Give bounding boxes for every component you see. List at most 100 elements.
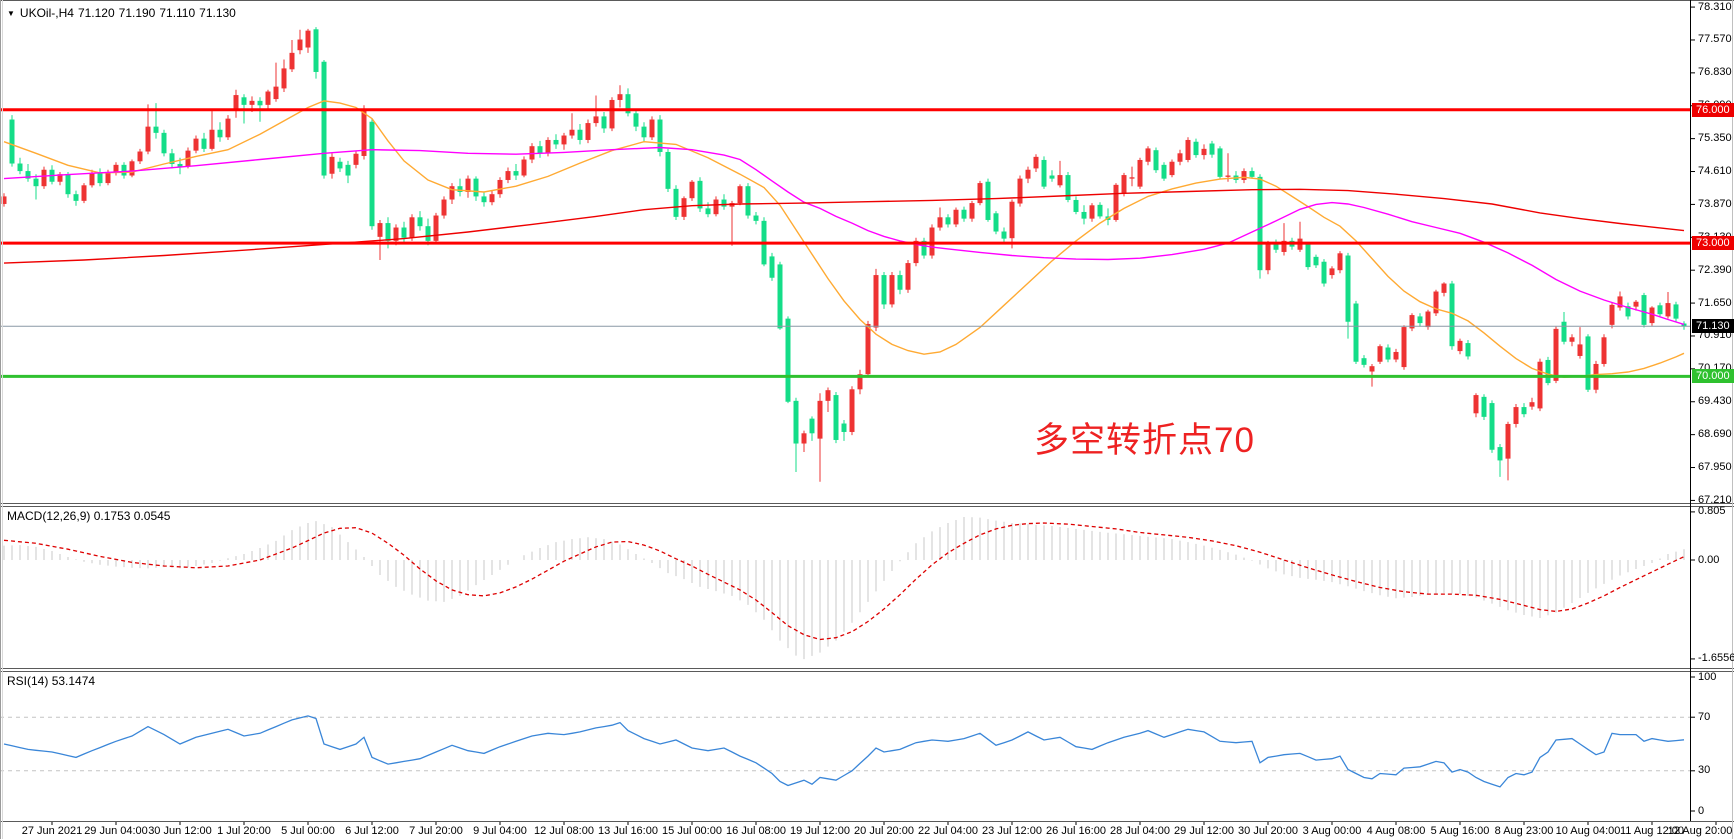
candle-up xyxy=(1169,161,1175,176)
candle-up xyxy=(801,433,807,444)
candle-down xyxy=(769,256,775,278)
candle-down xyxy=(25,171,31,179)
candle-up xyxy=(1025,169,1031,179)
candle-up xyxy=(1529,402,1535,407)
candle-down xyxy=(1681,323,1687,327)
price-open: 71.120 xyxy=(77,6,115,20)
candle-down xyxy=(9,119,15,164)
candle-down xyxy=(481,196,487,203)
candle-up xyxy=(305,30,311,48)
candle-down xyxy=(1561,321,1567,342)
rsi-name: RSI(14) xyxy=(7,674,49,688)
symbol-dropdown-icon[interactable]: ▼ xyxy=(7,9,15,18)
candle-up xyxy=(145,126,151,152)
macd-values: 0.1753 0.0545 xyxy=(93,509,171,523)
candle-up xyxy=(489,194,495,203)
candle-down xyxy=(601,116,607,129)
ma-magenta-medium xyxy=(3,146,1685,326)
candle-up xyxy=(361,110,367,156)
candle-up xyxy=(1017,178,1023,204)
candle-down xyxy=(417,217,423,227)
candle-up xyxy=(713,199,719,215)
candle-down xyxy=(1209,143,1215,155)
candle-down xyxy=(705,208,711,215)
candle-down xyxy=(1153,150,1159,171)
candle-up xyxy=(1185,139,1191,160)
candle-down xyxy=(577,129,583,140)
macd-indicator-label: MACD(12,26,9) 0.1753 0.0545 xyxy=(7,509,170,523)
candle-up xyxy=(953,209,959,225)
candle-down xyxy=(1097,204,1103,217)
candle-down xyxy=(1161,164,1167,179)
rsi-value: 53.1474 xyxy=(51,674,96,688)
candle-up xyxy=(441,199,447,216)
candle-up xyxy=(465,178,471,192)
rsi-line xyxy=(3,715,1685,788)
candle-down xyxy=(1625,306,1631,317)
candle-down xyxy=(73,194,79,201)
candle-up xyxy=(1617,296,1623,308)
candle-up xyxy=(329,156,335,174)
candle-down xyxy=(1465,343,1471,357)
ma-red-slow xyxy=(3,188,1685,264)
candle-up xyxy=(617,94,623,100)
candle-up xyxy=(57,174,63,182)
candle-down xyxy=(665,151,671,189)
candle-up xyxy=(929,227,935,256)
candle-down xyxy=(793,400,799,444)
candle-up xyxy=(1329,268,1335,276)
candle-up xyxy=(1401,327,1407,368)
candle-down xyxy=(553,139,559,145)
candle-up xyxy=(505,171,511,180)
candle-up xyxy=(609,99,615,129)
candle-up xyxy=(937,217,943,228)
candle-down xyxy=(961,209,967,219)
candle-down xyxy=(33,178,39,187)
candle-down xyxy=(841,423,847,432)
candle-up xyxy=(561,135,567,145)
candle-up xyxy=(1137,159,1143,187)
candle-up xyxy=(1265,243,1271,271)
price-close: 71.130 xyxy=(199,6,236,20)
candle-up xyxy=(1225,175,1231,177)
candle-up xyxy=(1377,346,1383,362)
candle-down xyxy=(785,318,791,402)
candle-up xyxy=(353,153,359,165)
candle-up xyxy=(1113,184,1119,220)
price-low: 71.110 xyxy=(159,6,196,20)
candle-up xyxy=(137,151,143,162)
candle-up xyxy=(857,374,863,390)
candle-down xyxy=(1305,244,1311,268)
candle-down xyxy=(721,199,727,207)
candle-up xyxy=(1433,291,1439,314)
candle-down xyxy=(633,113,639,127)
candle-down xyxy=(697,180,703,209)
candle-down xyxy=(753,215,759,221)
candle-down xyxy=(945,217,951,225)
candle-down xyxy=(673,188,679,217)
candle-up xyxy=(209,129,215,149)
candle-down xyxy=(369,121,375,227)
candle-down xyxy=(345,164,351,176)
candle-down xyxy=(1321,261,1327,284)
candle-up xyxy=(297,39,303,51)
candle-down xyxy=(1249,171,1255,177)
candle-down xyxy=(1257,176,1263,271)
candle-down xyxy=(1545,359,1551,384)
candle-up xyxy=(977,183,983,204)
candle-down xyxy=(257,100,263,106)
candle-up xyxy=(1633,301,1639,307)
chart-annotation-text[interactable]: 多空转折点70 xyxy=(1034,421,1255,460)
candle-up xyxy=(1473,395,1479,414)
candle-up xyxy=(649,119,655,138)
candle-up xyxy=(105,171,111,184)
candle-up xyxy=(225,118,231,138)
rsi-indicator-label: RSI(14) 53.1474 xyxy=(7,674,95,688)
candle-up xyxy=(1505,423,1511,459)
candle-up xyxy=(377,223,383,237)
candle-up xyxy=(817,400,823,439)
candle-down xyxy=(1073,199,1079,212)
candle-down xyxy=(513,171,519,176)
candle-up xyxy=(129,161,135,176)
